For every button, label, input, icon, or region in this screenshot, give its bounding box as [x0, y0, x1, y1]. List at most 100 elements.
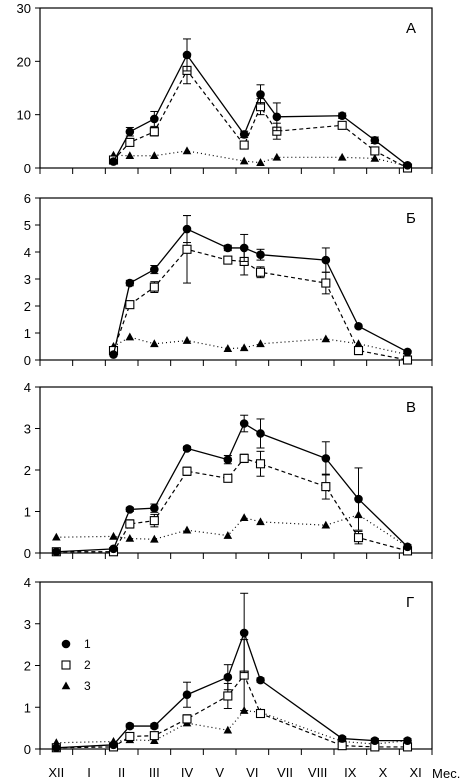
- data-point: [239, 130, 249, 139]
- data-point: [109, 531, 118, 540]
- data-point: [149, 731, 159, 741]
- x-tick-label: VIII: [308, 765, 328, 779]
- x-tick-label: XII: [48, 765, 64, 779]
- y-tick-label: 3: [24, 422, 31, 437]
- x-tick-label: II: [118, 765, 125, 779]
- y-tick-label: 4: [24, 380, 31, 395]
- series-2: [51, 639, 413, 753]
- data-point: [256, 339, 265, 348]
- data-point: [321, 520, 331, 529]
- data-point: [223, 725, 233, 734]
- data-point: [223, 243, 233, 253]
- series-1: [109, 38, 412, 170]
- data-point: [239, 628, 249, 638]
- series-line-3: [113, 150, 408, 167]
- data-point: [239, 140, 249, 150]
- data-point: [321, 278, 331, 288]
- data-point: [125, 505, 135, 514]
- data-point: [370, 736, 380, 745]
- x-tick-label: III: [149, 765, 160, 779]
- data-point: [403, 736, 412, 745]
- data-point: [256, 90, 265, 99]
- data-point: [125, 300, 135, 310]
- y-tick-label: 30: [17, 1, 31, 16]
- data-point: [256, 517, 265, 526]
- y-tick-label: 0: [24, 161, 31, 176]
- y-tick-label: 0: [24, 546, 31, 561]
- data-point: [370, 146, 380, 156]
- data-point: [354, 321, 363, 331]
- legend-label: 1: [84, 637, 91, 651]
- data-point: [354, 339, 363, 348]
- series-line-2: [113, 69, 408, 169]
- data-point: [182, 525, 192, 534]
- y-tick-label: 1: [24, 505, 31, 520]
- chart-panel-4: 0 1 2 3 4 Г: [24, 575, 433, 757]
- series-1: [52, 592, 412, 753]
- series-line-3: [56, 514, 408, 548]
- data-point: [150, 503, 159, 513]
- y-tick-label: 20: [17, 54, 31, 69]
- data-point: [256, 429, 265, 438]
- data-point: [109, 350, 118, 359]
- data-point: [109, 157, 118, 166]
- data-point: [272, 112, 282, 122]
- data-point: [354, 494, 363, 504]
- y-tick-label: 6: [24, 191, 31, 206]
- data-point: [149, 282, 159, 292]
- plot-frame: [39, 581, 433, 750]
- data-point: [182, 444, 192, 453]
- data-point: [239, 513, 249, 522]
- legend-marker: [61, 660, 71, 670]
- data-point: [223, 473, 233, 483]
- data-point: [109, 740, 118, 750]
- data-point: [125, 332, 135, 341]
- series-2: [51, 450, 413, 557]
- panel-label: А: [406, 20, 416, 37]
- series-line-1: [112, 53, 408, 166]
- legend-marker: [61, 639, 71, 649]
- data-point: [353, 533, 364, 543]
- data-point: [337, 734, 347, 743]
- data-point: [52, 547, 61, 557]
- series-1: [109, 215, 412, 359]
- series-3: [109, 332, 412, 358]
- series-1: [52, 414, 412, 557]
- legend-label: 2: [84, 658, 91, 672]
- legend-marker: [61, 681, 71, 690]
- series-line-2: [56, 673, 408, 749]
- data-point: [150, 721, 159, 731]
- data-point: [321, 334, 331, 343]
- data-point: [150, 151, 159, 160]
- data-point: [182, 224, 192, 234]
- data-point: [337, 120, 347, 130]
- data-point: [239, 419, 249, 428]
- data-point: [337, 111, 347, 121]
- y-tick-label: 4: [24, 575, 31, 590]
- data-point: [150, 114, 159, 124]
- y-tick-label: 2: [24, 299, 31, 314]
- data-point: [321, 482, 331, 492]
- data-point: [149, 127, 159, 137]
- data-point: [239, 453, 249, 463]
- data-point: [150, 265, 159, 274]
- data-point: [125, 151, 135, 160]
- y-tick-label: 2: [24, 463, 31, 478]
- data-point: [223, 531, 233, 539]
- x-tick-label: X: [379, 765, 388, 779]
- data-point: [182, 244, 192, 254]
- x-tick-label: VII: [277, 765, 293, 779]
- x-tick-label: IV: [181, 765, 194, 779]
- panel-label: В: [406, 399, 416, 416]
- data-point: [223, 344, 233, 352]
- data-point: [182, 336, 192, 344]
- data-point: [52, 743, 61, 753]
- data-point: [402, 355, 413, 365]
- data-point: [256, 675, 265, 685]
- data-point: [125, 127, 135, 137]
- data-point: [255, 267, 266, 277]
- data-point: [256, 158, 265, 166]
- series-line-2: [112, 248, 408, 361]
- data-point: [255, 708, 266, 719]
